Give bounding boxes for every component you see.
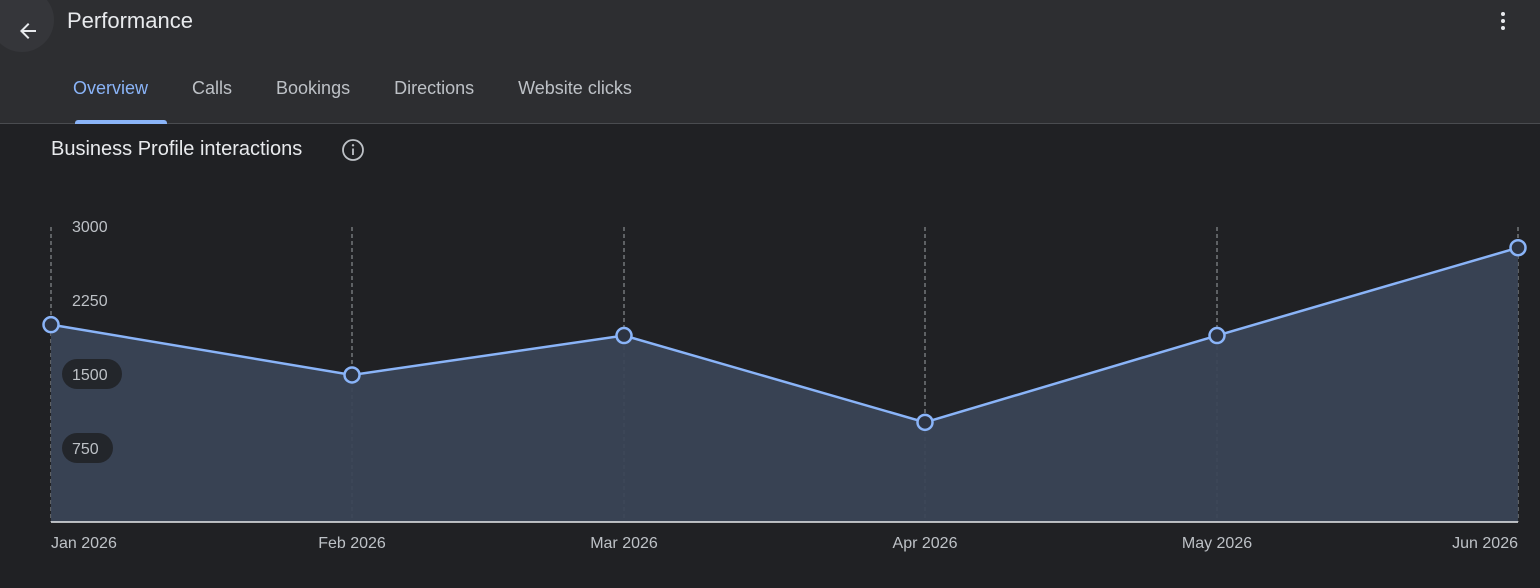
- data-point-2: [343, 366, 361, 384]
- data-point-6: [1509, 238, 1527, 257]
- y-tick-label-2: 2250: [72, 293, 108, 310]
- info-icon[interactable]: [341, 138, 365, 162]
- series-line: [50, 246, 1519, 424]
- tab-website-clicks[interactable]: Website clicks: [518, 78, 632, 98]
- x-tick-label-2: Feb 2026: [318, 535, 386, 552]
- page-title: Performance: [67, 8, 193, 33]
- y-tick-pill-3: [62, 359, 122, 389]
- back-button[interactable]: [0, 0, 54, 52]
- tab-calls[interactable]: Calls: [192, 78, 233, 98]
- tab-bookings[interactable]: Bookings: [276, 78, 351, 98]
- more-options-button[interactable]: [1487, 5, 1519, 37]
- tab-bar: Overview Calls Bookings Directions Websi…: [51, 70, 654, 124]
- x-tick-label-4: Apr 2026: [893, 535, 958, 552]
- tab-directions[interactable]: Directions: [394, 78, 475, 98]
- x-tick-label-3: Mar 2026: [590, 535, 658, 552]
- tab-overview[interactable]: Overview: [51, 70, 170, 124]
- x-tick-label-5: May 2026: [1182, 535, 1252, 552]
- x-tick-label-6: Jun 2026: [1452, 535, 1518, 552]
- section-title: Business Profile interactions: [51, 138, 303, 160]
- data-point-1: [42, 315, 60, 334]
- y-tick-label-1: 3000: [72, 219, 108, 236]
- top-app-bar: Performance Overview Calls Bookings Dire…: [0, 0, 1540, 124]
- y-tick-label-3: 1500: [72, 367, 108, 384]
- data-point-3: [615, 326, 633, 345]
- data-point-4: [916, 413, 934, 432]
- data-point-5: [1208, 326, 1226, 345]
- series-area: [51, 247, 1518, 522]
- y-tick-label-4: 750: [72, 441, 99, 458]
- y-tick-pill-4: [62, 433, 113, 463]
- arrow-left-icon: [20, 23, 36, 39]
- interactions-chart: 3000 2250 1500 750 Jan 2026 Feb 2026 Mar 2026 A…: [42, 219, 1527, 552]
- x-tick-label-1: Jan 2026: [51, 535, 117, 552]
- more-vert-icon: [1501, 12, 1505, 30]
